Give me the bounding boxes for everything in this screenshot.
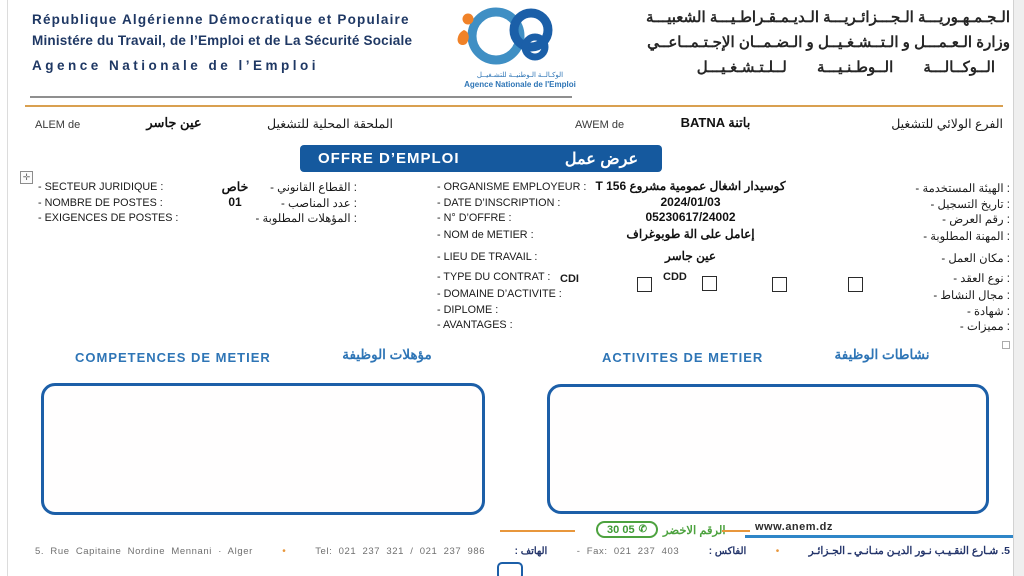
logo-caption-ar: الوكـالــة الـوطنيــة للتشـغيــل [476, 72, 564, 79]
footer-blue-rule [745, 535, 1013, 538]
green-number-badge: 30 05 ✆ [596, 521, 658, 538]
footer-address-line: 5. Rue Capitaine Nordine Mennani · Alger… [35, 545, 1010, 557]
header-rule-gray [30, 96, 572, 98]
field-diplome-label: - DIPLOME : [437, 304, 499, 316]
header-ar-line1: الـجـمـهـوريـــة الـجـــزائـريـــة الـدي… [646, 9, 1010, 26]
contract-checkbox-3[interactable] [772, 277, 787, 292]
field-domaine-activite-label-ar: - مجال النشاط : [933, 290, 1010, 302]
footer-orange-rule-mid [722, 530, 750, 532]
page-left-edge [7, 0, 8, 576]
field-nom-metier-value: إعامل على الة طوبوغراف [626, 227, 755, 241]
field-nom-metier-label: - NOM de METIER : [437, 229, 534, 241]
field-nombre-postes-label: - NOMBRE DE POSTES : [38, 197, 163, 209]
competences-box[interactable] [41, 383, 485, 515]
section-competences-ar: مؤهلات الوظيفة [342, 347, 432, 362]
activites-box[interactable] [547, 384, 989, 514]
field-secteur-juridique-value: خاص [221, 180, 249, 194]
field-lieu-travail-value: عين جاسر [665, 249, 716, 263]
awem-value-latin: BATNA [680, 115, 725, 130]
website-url: www.anem.dz [755, 521, 833, 533]
fax-label-ar: : الفاكس [708, 545, 747, 557]
section-activites-fr: ACTIVITES DE METIER [602, 350, 764, 365]
field-num-offre-value: 05230617/24002 [645, 210, 736, 224]
alem-value: عين جاسر [146, 115, 202, 130]
logo-caption-fr: Agence Nationale de l'Emploi [464, 80, 576, 90]
header-rule-orange [25, 105, 1003, 107]
fax-text: - Fax: 021 237 403 [576, 545, 680, 557]
field-secteur-juridique-label: - SECTEUR JURIDIQUE : [38, 181, 164, 193]
cdd-label: CDD [663, 271, 687, 283]
field-organisme-label: - ORGANISME EMPLOYEUR : [437, 181, 587, 193]
field-date-inscription-label: - DATE D’INSCRIPTION : [437, 197, 561, 209]
field-avantages-label-ar: - مميزات : [959, 321, 1010, 333]
header-fr-line3: Agence Nationale de l’Emploi [32, 58, 320, 73]
contract-checkbox-4[interactable] [848, 277, 863, 292]
header-fr-line1: République Algérienne Démocratique et Po… [32, 12, 410, 27]
field-domaine-activite-label: - DOMAINE D’ACTIVITE : [437, 288, 562, 300]
cdd-checkbox[interactable] [702, 276, 717, 291]
header-fr-line2: Ministére du Travail, de l’Emploi et de … [32, 33, 413, 48]
awem-value-ar: باتنة [728, 115, 751, 130]
field-nombre-postes-value: 01 [228, 195, 242, 209]
field-avantages-label: - AVANTAGES : [437, 319, 513, 331]
move-handle-icon[interactable]: ✛ [20, 171, 33, 184]
green-number-label: الرقم الاخضر [663, 525, 726, 537]
field-nom-metier-label-ar: - المهنة المطلوبة : [923, 231, 1010, 243]
orange-dot-2: • [775, 545, 780, 557]
field-type-contrat-label: - TYPE DU CONTRAT : [437, 271, 551, 283]
field-date-inscription-value: 2024/01/03 [660, 195, 721, 209]
awem-value: BATNA باتنة [668, 115, 763, 131]
page-right-edge [1013, 0, 1024, 576]
anem-logo-mark [457, 7, 553, 65]
field-lieu-travail-label-ar: - مكان العمل : [941, 253, 1010, 265]
title-fr: OFFRE D’EMPLOI [318, 150, 460, 167]
phone-icon: ✆ [638, 524, 647, 535]
green-number: 30 05 [607, 523, 635, 536]
title-ar: عرض عمل [564, 150, 638, 168]
address-fr: 5. Rue Capitaine Nordine Mennani · Alger [35, 545, 253, 557]
cdi-label: CDI [560, 273, 579, 285]
field-num-offre-label-ar: - رقم العرض : [942, 214, 1010, 226]
address-ar: 5. شـارع النقـيـب نـور الديـن منـانـي ـ … [808, 545, 1010, 557]
field-date-inscription-label-ar: - تاريخ التسجيل : [930, 199, 1010, 211]
header-ar-line2: وزارة الـعـمـــل و الـتــشـغـيــل و الـض… [647, 34, 1010, 51]
field-num-offre-label: - N° D’OFFRE : [437, 212, 512, 224]
field-organisme-value: كوسيدار اشغال عمومية مشروع 156 T [595, 179, 786, 193]
alem-label: ALEM de [35, 119, 81, 131]
anem-logo: الوكـالــة الـوطنيــة للتشـغيــل Agence … [452, 5, 588, 93]
field-organisme-label-ar: - الهيئة المستخدمة : [915, 183, 1010, 195]
stray-checkbox [1002, 341, 1010, 349]
title-bar: OFFRE D’EMPLOI عرض عمل [300, 145, 662, 172]
header-ar-line3: الــوكــالـــة الــوطـنـيـــة لــلـتـشـغ… [696, 59, 995, 76]
tel-text: Tel: 021 237 321 / 021 237 986 [315, 545, 486, 557]
field-exigences-label: - EXIGENCES DE POSTES : [38, 212, 179, 224]
bottom-center-mark [497, 562, 523, 576]
field-diplome-label-ar: - شهادة : [966, 306, 1010, 318]
alem-label-ar: الملحقة المحلية للتشغيل [266, 117, 393, 131]
awem-label: AWEM de [575, 119, 625, 131]
field-type-contrat-label-ar: - نوع العقد : [953, 273, 1010, 285]
orange-dot-1: • [282, 545, 286, 557]
tel-label-ar: : الهاتف [514, 545, 548, 557]
section-competences-fr: COMPETENCES DE METIER [75, 350, 271, 365]
field-secteur-juridique-label-ar: - القطاع القانوني : [270, 182, 357, 194]
section-activites-ar: نشاطات الوظيفة [834, 347, 930, 362]
awem-label-ar: الفرع الولائي للتشغيل [891, 117, 1003, 131]
field-lieu-travail-label: - LIEU DE TRAVAIL : [437, 251, 538, 263]
footer-orange-rule-left [500, 530, 575, 532]
field-exigences-label-ar: - المؤهلات المطلوبة : [255, 213, 357, 225]
cdi-checkbox[interactable] [637, 277, 652, 292]
field-nombre-postes-label-ar: - عدد المناصب : [280, 198, 357, 210]
